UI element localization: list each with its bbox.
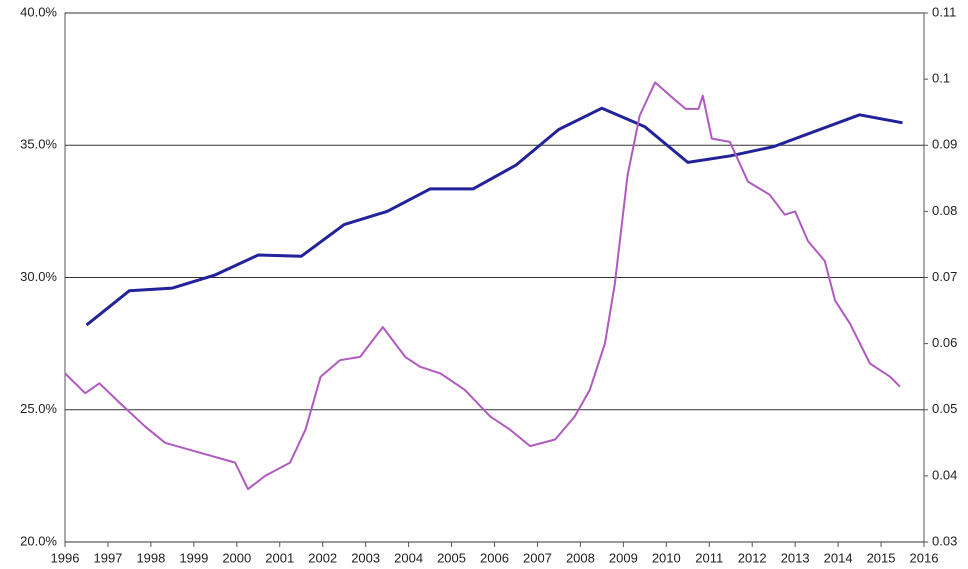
y2-tick-label: 0.04	[932, 467, 957, 482]
x-tick-label: 1998	[136, 550, 165, 565]
y2-tick-label: 0.05	[932, 401, 957, 416]
x-tick-label: 2016	[910, 550, 939, 565]
x-tick-label: 2006	[480, 550, 509, 565]
y2-tick-label: 0.11	[932, 4, 956, 19]
series-line	[85, 106, 903, 327]
x-tick-label: 1999	[179, 550, 208, 565]
x-tick-label: 2004	[394, 550, 423, 565]
x-tick-label: 2002	[308, 550, 337, 565]
x-tick-label: 2009	[609, 550, 638, 565]
y-tick-label: 40.0%	[20, 4, 57, 19]
x-tick-label: 1997	[93, 550, 122, 565]
x-tick-label: 1996	[51, 550, 80, 565]
x-tick-label: 2001	[265, 550, 294, 565]
y-tick-label: 35.0%	[20, 137, 57, 152]
x-tick-label: 2005	[437, 550, 466, 565]
x-tick-label: 2010	[652, 550, 681, 565]
y-tick-label: 30.0%	[20, 269, 57, 284]
x-tick-label: 2007	[523, 550, 552, 565]
y2-tick-label: 0.1	[932, 71, 950, 86]
y-tick-label: 25.0%	[20, 401, 57, 416]
x-tick-label: 2011	[695, 550, 723, 565]
y2-tick-label: 0.03	[932, 533, 957, 548]
y2-tick-label: 0.09	[932, 137, 957, 152]
x-tick-label: 2000	[222, 550, 251, 565]
series-line	[64, 81, 901, 491]
x-tick-label: 2012	[738, 550, 767, 565]
x-tick-label: 2015	[867, 550, 896, 565]
y2-tick-label: 0.06	[932, 335, 957, 350]
y2-tick-label: 0.08	[932, 203, 957, 218]
x-tick-label: 2003	[351, 550, 380, 565]
x-tick-label: 2008	[566, 550, 595, 565]
y2-tick-label: 0.07	[932, 269, 957, 284]
x-tick-label: 2013	[781, 550, 810, 565]
x-tick-label: 2014	[824, 550, 853, 565]
y-tick-label: 20.0%	[20, 533, 57, 548]
